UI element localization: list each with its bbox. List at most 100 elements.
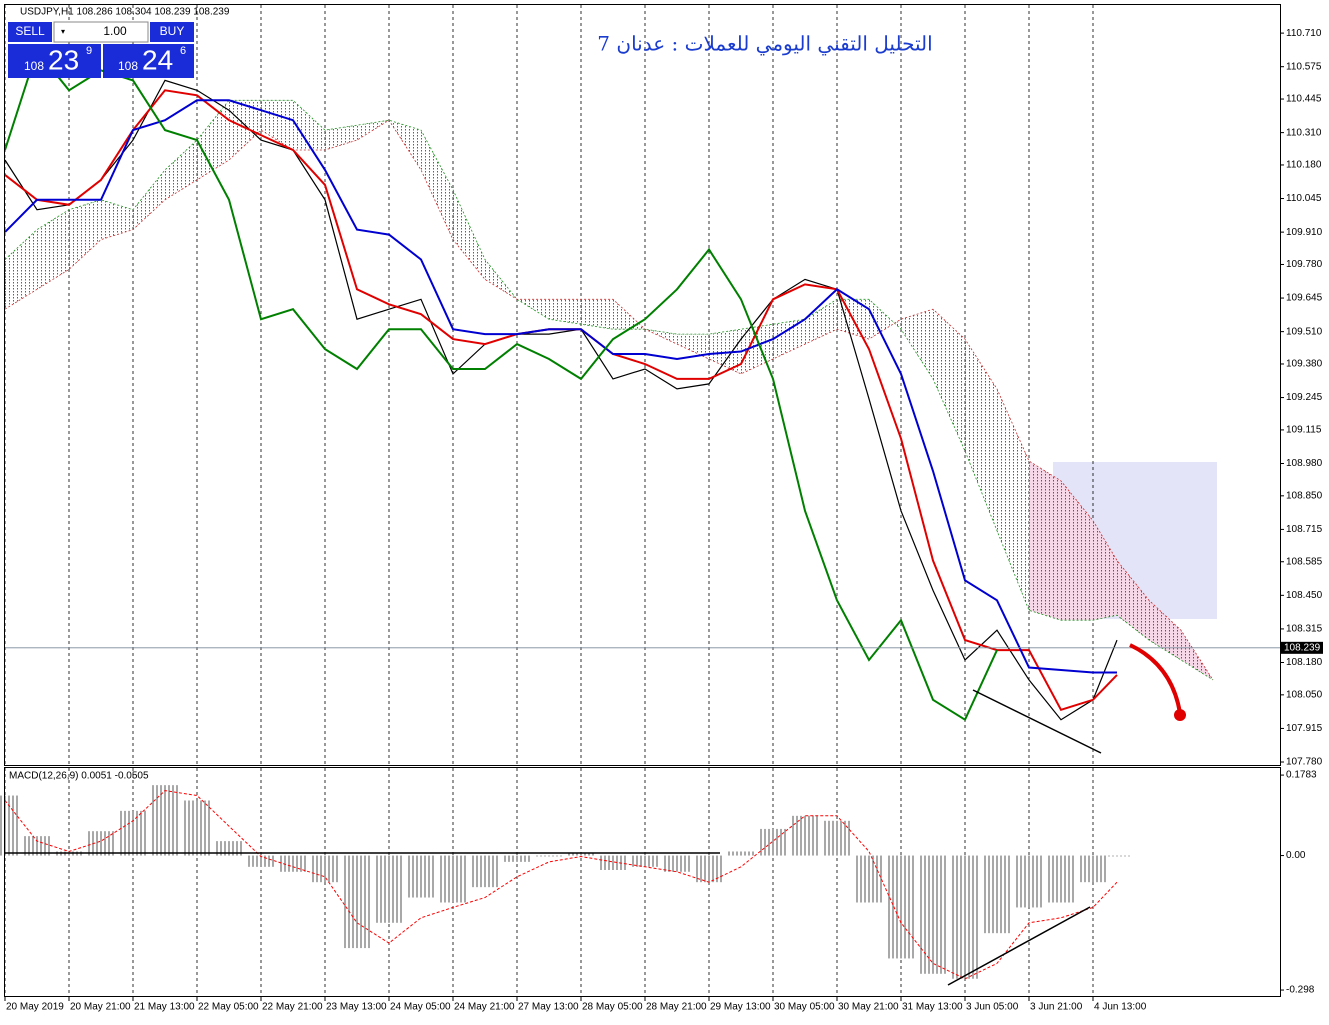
histogram-bar xyxy=(246,855,276,867)
x-tick-label: 20 May 21:00 xyxy=(70,1002,131,1013)
histogram-bar xyxy=(0,795,20,856)
series-line xyxy=(4,48,998,722)
main-panel: 110.710 110.575 110.445 110.310 110.180 110.0… xyxy=(4,5,1323,1013)
main-frame xyxy=(4,4,1281,766)
histogram-bar xyxy=(790,815,820,856)
buy-quote[interactable] xyxy=(103,44,194,78)
trade-panel: SELL ▾ 1.00 BUY 108 23 9 108 24 6 xyxy=(8,21,194,78)
cloud xyxy=(5,229,37,310)
histogram-bar xyxy=(214,841,244,856)
histogram-bar xyxy=(406,855,436,898)
y-tick-label: 110.710 xyxy=(1286,28,1322,39)
sell-pips: 23 xyxy=(48,44,79,75)
x-tick-label: 20 May 2019 xyxy=(6,1002,64,1013)
cloud xyxy=(325,125,357,151)
x-tick-label: 28 May 21:00 xyxy=(646,1002,707,1013)
histogram-bar xyxy=(118,810,148,856)
histogram-bar xyxy=(726,851,756,856)
y-tick-label: 108.050 xyxy=(1286,689,1323,700)
x-tick-label: 31 May 13:00 xyxy=(902,1002,963,1013)
lot-input[interactable] xyxy=(53,21,149,43)
price-tag-label: 108.239 xyxy=(1284,642,1321,653)
y-tick-label: 108.850 xyxy=(1286,490,1323,501)
sell-quote[interactable] xyxy=(8,44,101,78)
series-line xyxy=(4,99,1214,681)
y-tick-label: 108.715 xyxy=(1286,524,1323,535)
buy-button[interactable] xyxy=(150,22,194,42)
x-tick-label: 3 Jun 05:00 xyxy=(966,1002,1019,1013)
buy-big: 108 xyxy=(118,59,138,73)
sell-text: SELL xyxy=(15,24,45,38)
cloud xyxy=(1029,461,1061,621)
histogram-bar xyxy=(1102,855,1132,857)
y-tick-label: 108.450 xyxy=(1286,590,1323,601)
histogram-bar xyxy=(182,800,212,856)
histogram-bar xyxy=(342,855,372,949)
symbol-label: USDJPY,H1 108.286 108.304 108.239 108.23… xyxy=(20,7,230,18)
histogram-bar xyxy=(278,855,308,872)
x-tick-label: 22 May 05:00 xyxy=(198,1002,259,1013)
x-tick-label: 24 May 05:00 xyxy=(390,1002,451,1013)
y-tick-label: 109.115 xyxy=(1286,425,1322,436)
y-tick-label: 107.915 xyxy=(1286,723,1323,734)
histogram-bar xyxy=(598,855,628,870)
histogram-bar xyxy=(694,855,724,883)
y-tick-label: 110.575 xyxy=(1286,61,1322,72)
y-tick-label: 0.1783 xyxy=(1286,770,1317,781)
series-line xyxy=(4,99,1117,674)
cloud xyxy=(805,299,837,345)
histogram-bar xyxy=(982,855,1012,934)
histogram-bar xyxy=(150,785,180,856)
buy-pips: 24 xyxy=(142,44,173,75)
histogram-bar xyxy=(534,855,564,857)
macd-label: MACD(12,26,9) 0.0051 -0.0505 xyxy=(9,771,149,782)
histogram-bar xyxy=(822,820,852,856)
sell-button[interactable] xyxy=(8,22,52,42)
cloud xyxy=(773,319,805,360)
histogram-bar xyxy=(662,855,692,872)
cloud xyxy=(1117,560,1149,641)
x-tick-label: 27 May 13:00 xyxy=(518,1002,579,1013)
title: التحليل التقني اليومي للعملات : عدنان 7 xyxy=(597,32,932,56)
histogram-bar xyxy=(470,855,500,888)
histogram-bar xyxy=(374,855,404,923)
forecast-arrow xyxy=(1129,643,1182,714)
trend-line xyxy=(972,689,1102,754)
y-tick-label: 108.980 xyxy=(1286,458,1323,469)
cloud xyxy=(133,169,165,230)
y-tick-label: 110.445 xyxy=(1286,94,1322,105)
y-tick-label: 110.180 xyxy=(1286,160,1322,171)
histogram-bar xyxy=(310,855,340,883)
y-tick-label: 109.510 xyxy=(1286,326,1323,337)
x-tick-label: 30 May 21:00 xyxy=(838,1002,899,1013)
cloud xyxy=(37,209,69,290)
cloud xyxy=(549,299,581,325)
histogram-bar xyxy=(1046,855,1076,903)
y-tick-label: 109.380 xyxy=(1286,359,1323,370)
histogram-bar xyxy=(1014,855,1044,908)
y-tick-label: 109.245 xyxy=(1286,392,1323,403)
histogram-bar xyxy=(566,853,596,856)
series-line xyxy=(4,119,1214,681)
y-tick-label: 107.780 xyxy=(1286,757,1323,768)
y-tick-label: 109.780 xyxy=(1286,259,1323,270)
forecast-point xyxy=(1174,709,1186,721)
x-tick-label: 29 May 13:00 xyxy=(710,1002,771,1013)
y-tick-label: 109.645 xyxy=(1286,293,1323,304)
cloud xyxy=(965,339,997,531)
sell-frac: 9 xyxy=(86,45,92,57)
histogram-bar xyxy=(502,855,532,862)
cloud xyxy=(645,329,677,345)
cloud xyxy=(229,100,261,160)
histogram-bar xyxy=(22,836,52,856)
x-tick-label: 3 Jun 21:00 xyxy=(1030,1002,1083,1013)
histogram-bar xyxy=(630,855,660,867)
x-tick-label: 21 May 13:00 xyxy=(134,1002,195,1013)
cloud xyxy=(197,100,229,180)
cloud xyxy=(709,329,741,374)
histogram-bar xyxy=(854,855,884,903)
y-tick-label: 108.585 xyxy=(1286,556,1323,567)
cloud xyxy=(581,299,613,330)
